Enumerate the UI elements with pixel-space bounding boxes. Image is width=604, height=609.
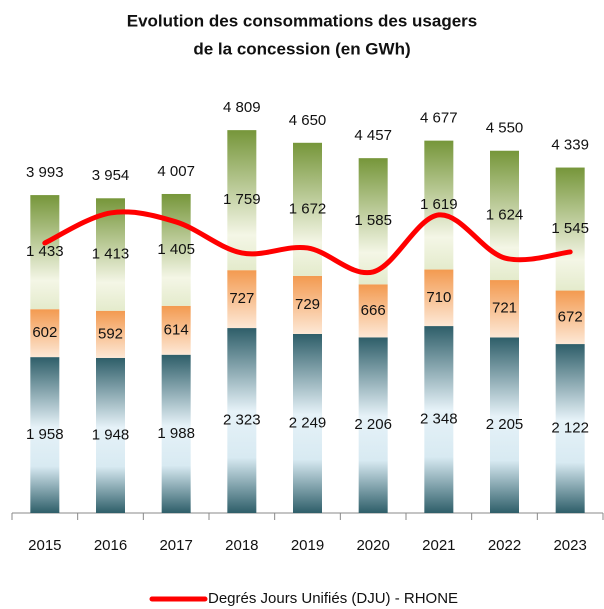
bar-segment: [490, 280, 519, 338]
data-label: 1 433: [26, 243, 64, 260]
bar-segment: [227, 328, 257, 513]
bar-segment: [96, 357, 125, 513]
total-label: 4 339: [551, 137, 589, 154]
x-tick-label: 2018: [225, 537, 258, 554]
data-label: 710: [426, 289, 451, 306]
bar-segment: [555, 290, 585, 345]
x-tick-label: 2020: [356, 537, 389, 554]
data-label: 1 958: [26, 426, 64, 443]
data-label: 1 948: [92, 426, 130, 443]
data-label: 1 413: [92, 245, 130, 262]
bar-segment: [358, 337, 388, 513]
bar-segment: [490, 337, 519, 513]
data-label: 2 249: [289, 414, 327, 431]
bar-segment: [293, 142, 322, 276]
bar-segment: [30, 195, 60, 310]
bar-segment: [161, 354, 191, 513]
bar-segment: [161, 305, 191, 355]
legend-label: Degrés Jours Unifiés (DJU) - RHONE: [208, 590, 458, 607]
total-label: 4 550: [486, 120, 524, 137]
total-label: 4 677: [420, 110, 458, 127]
data-label: 602: [32, 324, 57, 341]
bar-segment: [424, 326, 454, 513]
data-label: 666: [361, 302, 386, 319]
bar-segment: [293, 275, 322, 334]
bar-segment: [358, 158, 388, 285]
bar-segment: [293, 333, 322, 513]
data-label: 1 759: [223, 191, 261, 208]
data-label: 672: [558, 308, 583, 325]
bar-segment: [555, 344, 585, 513]
total-label: 3 993: [26, 164, 64, 181]
data-label: 1 585: [354, 212, 392, 229]
x-tick-label: 2017: [159, 537, 192, 554]
total-label: 4 650: [289, 112, 327, 129]
data-label: 592: [98, 325, 123, 342]
x-tick-label: 2022: [488, 537, 521, 554]
data-label: 2 348: [420, 411, 458, 428]
data-label: 2 122: [551, 419, 589, 436]
bar-segment: [30, 309, 60, 358]
bar-segment: [424, 269, 454, 327]
chart-title: de la concession (en GWh): [193, 39, 410, 58]
data-label: 1 619: [420, 196, 458, 213]
data-label: 727: [229, 290, 254, 307]
data-label: 1 988: [157, 425, 195, 442]
dju-line: [42, 209, 573, 276]
data-label: 614: [164, 321, 189, 338]
total-label: 3 954: [92, 167, 130, 184]
bar-segment: [161, 193, 191, 306]
data-label: 2 205: [486, 416, 524, 433]
bar-segment: [227, 130, 257, 271]
bar-segment: [227, 270, 257, 329]
data-label: 1 545: [551, 220, 589, 237]
bar-segment: [424, 140, 454, 270]
total-label: 4 809: [223, 99, 261, 116]
bar-segment: [96, 310, 125, 358]
data-label: 1 624: [486, 206, 524, 223]
x-tick-label: 2021: [422, 537, 455, 554]
data-label: 729: [295, 296, 320, 313]
bar-segment: [555, 167, 585, 291]
chart-title: Evolution des consommations des usagers: [127, 11, 477, 30]
data-label: 1 672: [289, 200, 327, 217]
total-label: 4 007: [157, 163, 195, 180]
total-label: 4 457: [354, 127, 392, 144]
x-tick-label: 2023: [553, 537, 586, 554]
x-tick-label: 2019: [291, 537, 324, 554]
data-label: 2 323: [223, 411, 261, 428]
data-label: 1 405: [157, 241, 195, 258]
data-label: 721: [492, 300, 517, 317]
x-tick-label: 2016: [94, 537, 127, 554]
data-label: 2 206: [354, 416, 392, 433]
bar-segment: [358, 284, 388, 338]
bar-segment: [30, 357, 60, 513]
x-tick-label: 2015: [28, 537, 61, 554]
